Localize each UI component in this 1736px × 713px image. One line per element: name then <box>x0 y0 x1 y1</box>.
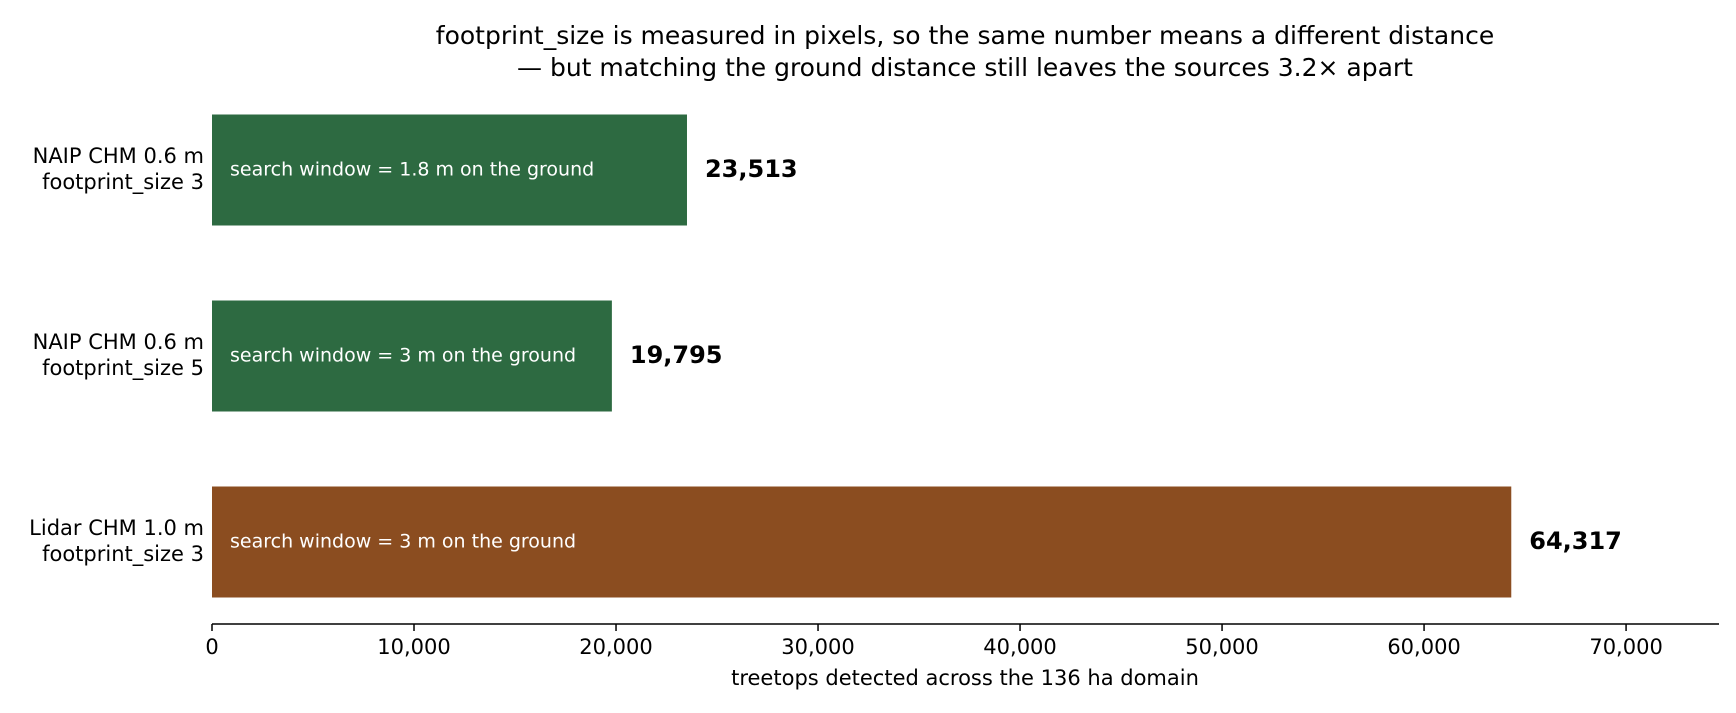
y-tick-label: footprint_size 5 <box>42 356 204 381</box>
value-label: 23,513 <box>705 155 798 183</box>
x-tick-label: 60,000 <box>1387 635 1460 659</box>
x-tick-label: 10,000 <box>377 635 450 659</box>
bar-annotation: search window = 3 m on the ground <box>230 531 576 553</box>
y-tick-label: Lidar CHM 1.0 m <box>29 516 204 540</box>
value-label: 64,317 <box>1529 527 1622 555</box>
bar-annotation: search window = 3 m on the ground <box>230 345 576 367</box>
x-tick-label: 0 <box>205 635 218 659</box>
bar <box>212 300 612 412</box>
x-tick-label: 20,000 <box>579 635 652 659</box>
x-tick-label: 70,000 <box>1589 635 1662 659</box>
bar <box>212 486 1512 598</box>
chart-title: footprint_size is measured in pixels, so… <box>436 21 1494 50</box>
y-tick-label: NAIP CHM 0.6 m <box>33 144 204 168</box>
value-label: 19,795 <box>630 341 723 369</box>
x-tick-label: 30,000 <box>781 635 854 659</box>
y-tick-label: footprint_size 3 <box>42 542 204 567</box>
y-tick-label: footprint_size 3 <box>42 170 204 195</box>
x-tick-label: 40,000 <box>983 635 1056 659</box>
bar-annotation: search window = 1.8 m on the ground <box>230 159 594 181</box>
x-tick-label: 50,000 <box>1185 635 1258 659</box>
x-axis-label: treetops detected across the 136 ha doma… <box>731 666 1199 690</box>
y-tick-label: NAIP CHM 0.6 m <box>33 330 204 354</box>
chart-title: — but matching the ground distance still… <box>517 53 1413 82</box>
bar <box>212 114 687 226</box>
